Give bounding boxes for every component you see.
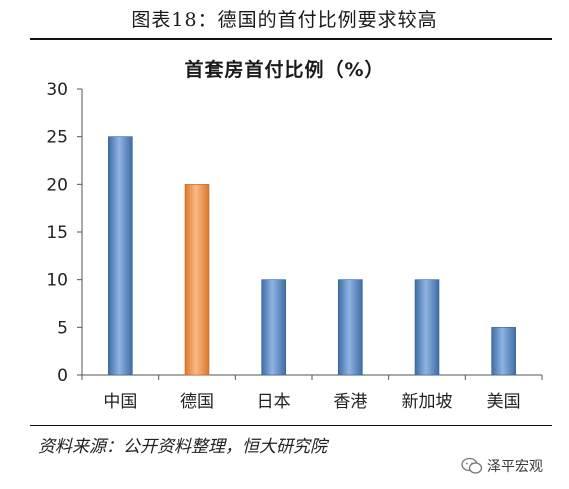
bar-4 (414, 279, 440, 376)
y-tick-label: 30 (46, 80, 68, 100)
bar-2 (261, 279, 286, 376)
axes (77, 88, 543, 380)
wechat-icon (461, 457, 483, 474)
bar-1 (184, 184, 210, 376)
x-category-label: 日本 (257, 392, 291, 412)
x-category-label: 德国 (180, 392, 214, 412)
y-tick-label: 0 (57, 366, 68, 386)
bar-5 (491, 327, 516, 376)
source-note: 资料来源：公开资料整理，恒大研究院 (38, 437, 327, 457)
bars (108, 136, 516, 376)
x-category-label: 美国 (487, 392, 521, 412)
watermark: 泽平宏观 (461, 456, 543, 476)
figure-header: 图表18：德国的首付比例要求较高 (131, 8, 438, 31)
watermark-text: 泽平宏观 (487, 459, 543, 475)
x-category-label: 新加坡 (402, 392, 453, 412)
bar-3 (338, 279, 363, 376)
chart-title: 首套房首付比例（%） (184, 59, 385, 81)
header-rule (30, 38, 552, 40)
y-tick-label: 5 (57, 318, 68, 338)
footer-rule (30, 425, 552, 426)
axis-labels: 0 5 10 15 20 25 30 中国 德国 日本 香港 新加坡 美国 (46, 80, 520, 412)
x-category-label: 香港 (333, 392, 367, 412)
bar-0 (108, 136, 133, 376)
y-tick-label: 15 (46, 223, 68, 243)
y-tick-label: 25 (46, 128, 68, 148)
x-category-label: 中国 (103, 392, 137, 412)
y-tick-label: 10 (46, 271, 68, 291)
y-tick-label: 20 (46, 175, 68, 195)
